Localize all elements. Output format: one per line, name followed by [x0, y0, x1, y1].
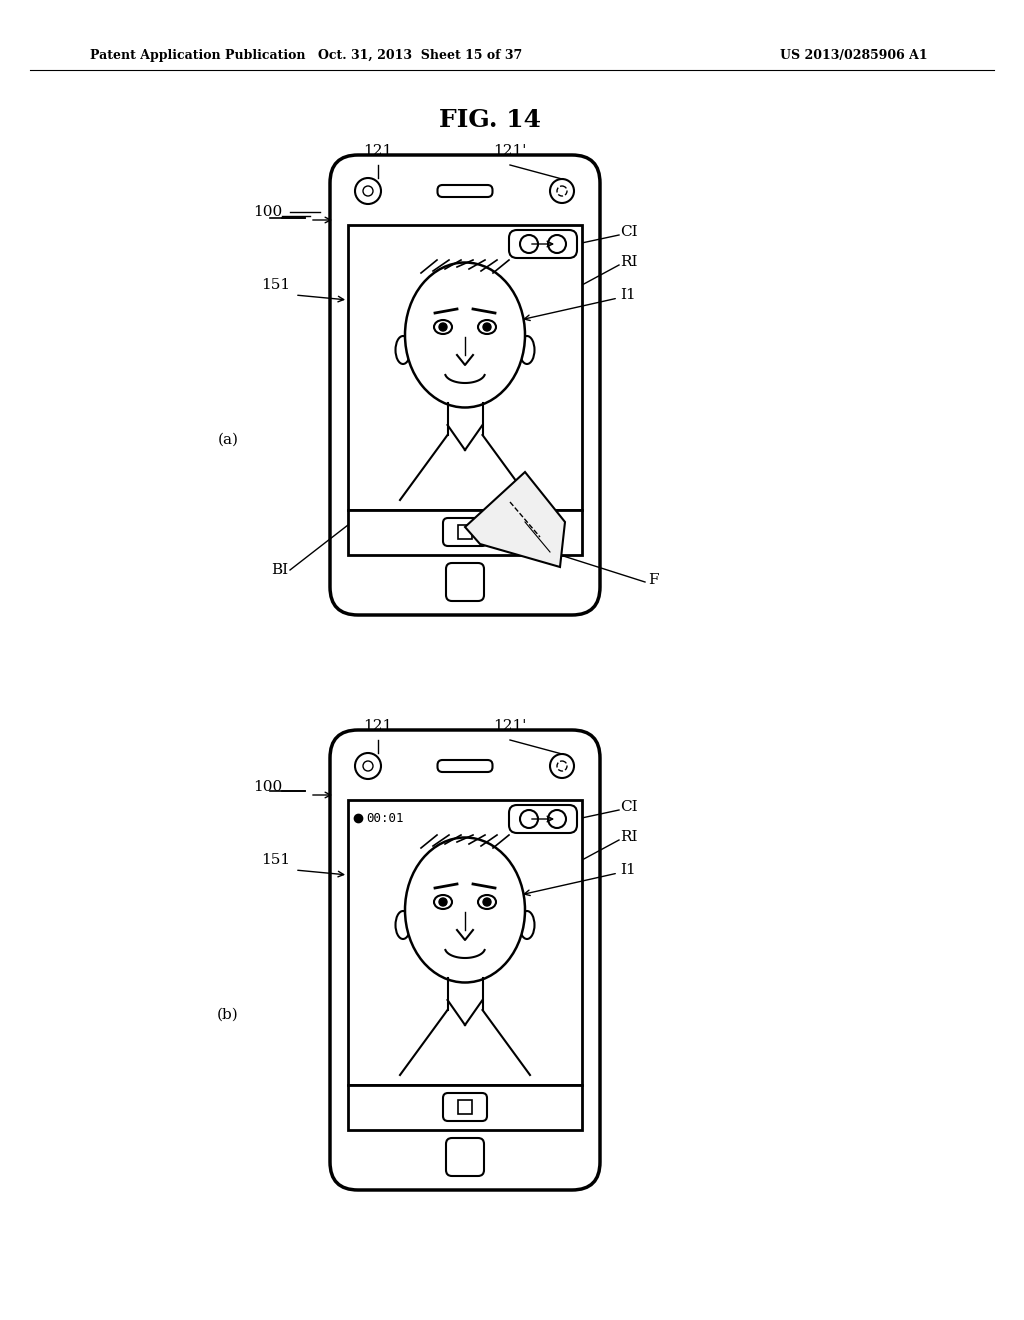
Circle shape: [550, 754, 574, 777]
Ellipse shape: [395, 911, 411, 939]
Circle shape: [483, 898, 490, 906]
Text: 00:01: 00:01: [366, 812, 403, 825]
FancyBboxPatch shape: [509, 805, 577, 833]
Circle shape: [362, 186, 373, 195]
Bar: [348, 800, 582, 1085]
FancyBboxPatch shape: [509, 230, 577, 257]
Bar: [348, 224, 582, 510]
Text: US 2013/0285906 A1: US 2013/0285906 A1: [780, 49, 928, 62]
Text: 151: 151: [261, 279, 290, 292]
Text: CI: CI: [620, 800, 638, 814]
FancyBboxPatch shape: [443, 1093, 487, 1121]
FancyBboxPatch shape: [437, 185, 493, 197]
Bar: [458, 1100, 472, 1114]
FancyBboxPatch shape: [446, 1138, 484, 1176]
Ellipse shape: [395, 337, 411, 364]
Text: 121: 121: [364, 144, 392, 158]
Text: CI: CI: [620, 224, 638, 239]
Circle shape: [548, 810, 566, 828]
Text: Patent Application Publication: Patent Application Publication: [90, 49, 305, 62]
Ellipse shape: [434, 895, 452, 909]
Circle shape: [355, 752, 381, 779]
Polygon shape: [465, 473, 565, 568]
Circle shape: [520, 235, 538, 253]
Text: BI: BI: [271, 564, 288, 577]
Text: 151: 151: [261, 853, 290, 867]
FancyBboxPatch shape: [437, 760, 493, 772]
Text: 100: 100: [253, 780, 282, 795]
Ellipse shape: [478, 319, 496, 334]
Ellipse shape: [406, 263, 525, 408]
FancyBboxPatch shape: [330, 154, 600, 615]
Circle shape: [362, 762, 373, 771]
Text: 100: 100: [253, 205, 282, 219]
FancyBboxPatch shape: [443, 517, 487, 546]
Text: F: F: [648, 573, 658, 587]
Bar: [458, 525, 472, 539]
Text: Oct. 31, 2013  Sheet 15 of 37: Oct. 31, 2013 Sheet 15 of 37: [317, 49, 522, 62]
Text: RI: RI: [620, 830, 638, 843]
Ellipse shape: [406, 837, 525, 982]
Text: 121: 121: [364, 719, 392, 733]
Ellipse shape: [434, 319, 452, 334]
Circle shape: [439, 898, 447, 906]
Ellipse shape: [478, 895, 496, 909]
Bar: [348, 1085, 582, 1130]
Text: 121': 121': [494, 719, 526, 733]
FancyBboxPatch shape: [330, 730, 600, 1191]
Bar: [348, 510, 582, 554]
Circle shape: [557, 762, 567, 771]
Text: (b): (b): [217, 1008, 239, 1022]
Ellipse shape: [519, 337, 535, 364]
Circle shape: [439, 323, 447, 331]
Ellipse shape: [519, 911, 535, 939]
Circle shape: [520, 810, 538, 828]
Circle shape: [483, 323, 490, 331]
Text: I1: I1: [620, 288, 636, 302]
Text: FIG. 14: FIG. 14: [439, 108, 541, 132]
Circle shape: [355, 178, 381, 205]
Circle shape: [557, 186, 567, 195]
Circle shape: [548, 235, 566, 253]
Text: RI: RI: [620, 255, 638, 269]
Text: (a): (a): [217, 433, 239, 447]
Text: 121': 121': [494, 144, 526, 158]
FancyBboxPatch shape: [446, 564, 484, 601]
Text: I1: I1: [620, 863, 636, 876]
Circle shape: [550, 180, 574, 203]
